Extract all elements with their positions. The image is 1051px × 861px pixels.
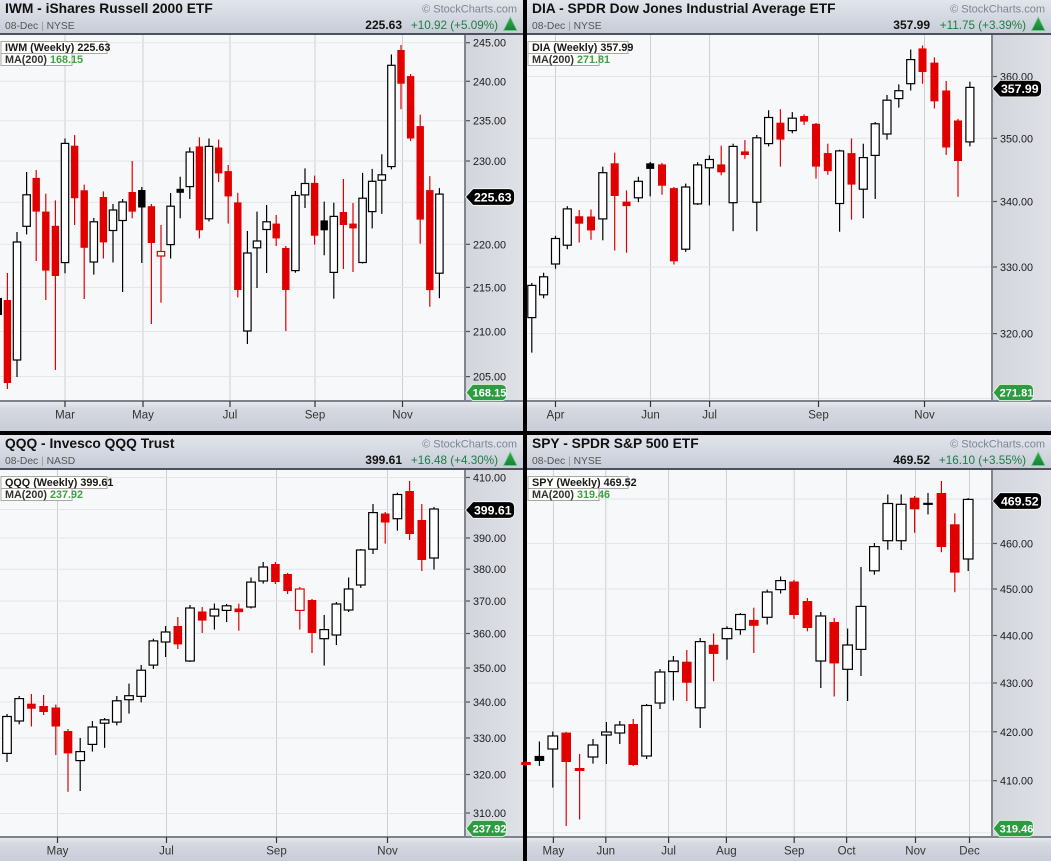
svg-text:360.00: 360.00 — [473, 629, 506, 641]
svg-text:225.63: 225.63 — [365, 18, 402, 32]
svg-text:390.00: 390.00 — [473, 533, 506, 545]
svg-text:210.00: 210.00 — [473, 327, 506, 339]
svg-text:235.00: 235.00 — [473, 116, 506, 128]
svg-text:Jul: Jul — [702, 410, 717, 422]
svg-text:Nov: Nov — [914, 410, 935, 422]
svg-text:245.00: 245.00 — [473, 38, 506, 50]
svg-text:469.52: 469.52 — [1001, 494, 1039, 508]
svg-text:DIA (Weekly) 357.99: DIA (Weekly) 357.99 — [532, 42, 633, 54]
svg-text:205.00: 205.00 — [473, 372, 506, 384]
svg-text:230.00: 230.00 — [473, 156, 506, 168]
svg-text:Nov: Nov — [377, 846, 398, 858]
svg-text:340.00: 340.00 — [1000, 197, 1033, 209]
svg-text:Apr: Apr — [547, 410, 565, 422]
svg-text:357.99: 357.99 — [1001, 82, 1039, 96]
svg-text:May: May — [47, 846, 69, 858]
svg-text:Dec: Dec — [959, 846, 980, 858]
svg-text:QQQ (Weekly) 399.61: QQQ (Weekly) 399.61 — [5, 477, 113, 489]
svg-text:350.00: 350.00 — [1000, 133, 1033, 145]
svg-text:215.00: 215.00 — [473, 282, 506, 294]
svg-text:May: May — [132, 410, 154, 422]
svg-text:Sep: Sep — [784, 846, 804, 858]
svg-text:Mar: Mar — [55, 410, 75, 422]
svg-text:460.00: 460.00 — [1000, 539, 1033, 551]
svg-text:+16.48 (+4.30%): +16.48 (+4.30%) — [411, 454, 498, 467]
svg-text:399.61: 399.61 — [474, 503, 512, 517]
svg-text:380.00: 380.00 — [473, 564, 506, 576]
svg-text:MA(200) 168.15: MA(200) 168.15 — [5, 54, 83, 66]
svg-text:220.00: 220.00 — [473, 239, 506, 251]
svg-text:350.00: 350.00 — [473, 663, 506, 675]
svg-text:357.99: 357.99 — [893, 18, 930, 32]
svg-text:Jun: Jun — [597, 846, 616, 858]
svg-text:08-Dec | NYSE: 08-Dec | NYSE — [532, 456, 602, 467]
svg-text:320.00: 320.00 — [473, 770, 506, 782]
svg-text:Nov: Nov — [905, 846, 926, 858]
svg-text:IWM - iShares Russell 2000 ETF: IWM - iShares Russell 2000 ETF — [5, 1, 213, 16]
svg-text:© StockCharts.com: © StockCharts.com — [950, 4, 1045, 16]
svg-text:168.15: 168.15 — [473, 387, 507, 399]
svg-text:330.00: 330.00 — [1000, 262, 1033, 274]
svg-text:MA(200) 319.46: MA(200) 319.46 — [532, 489, 610, 501]
svg-text:May: May — [543, 846, 565, 858]
svg-text:271.81: 271.81 — [1000, 387, 1034, 399]
svg-text:420.00: 420.00 — [1000, 727, 1033, 739]
svg-text:399.61: 399.61 — [365, 453, 402, 467]
svg-text:410.00: 410.00 — [1000, 776, 1033, 788]
svg-text:370.00: 370.00 — [473, 596, 506, 608]
svg-text:320.00: 320.00 — [1000, 329, 1033, 341]
svg-text:440.00: 440.00 — [1000, 631, 1033, 643]
svg-text:330.00: 330.00 — [473, 733, 506, 745]
svg-text:225.63: 225.63 — [474, 190, 512, 204]
svg-text:IWM (Weekly) 225.63: IWM (Weekly) 225.63 — [5, 42, 110, 54]
svg-text:08-Dec | NYSE: 08-Dec | NYSE — [532, 21, 602, 32]
svg-text:SPY - SPDR S&P 500 ETF: SPY - SPDR S&P 500 ETF — [532, 436, 699, 451]
svg-text:© StockCharts.com: © StockCharts.com — [422, 439, 517, 451]
svg-text:Jul: Jul — [159, 846, 174, 858]
svg-text:08-Dec | NASD: 08-Dec | NASD — [5, 456, 75, 467]
svg-text:MA(200) 237.92: MA(200) 237.92 — [5, 489, 83, 501]
svg-text:+11.75 (+3.39%): +11.75 (+3.39%) — [940, 19, 1026, 32]
svg-text:410.00: 410.00 — [473, 473, 506, 485]
svg-text:450.00: 450.00 — [1000, 584, 1033, 596]
svg-text:Sep: Sep — [808, 410, 828, 422]
svg-text:MA(200) 271.81: MA(200) 271.81 — [532, 54, 610, 66]
svg-text:Jun: Jun — [641, 410, 660, 422]
svg-text:08-Dec | NYSE: 08-Dec | NYSE — [5, 21, 75, 32]
svg-text:Oct: Oct — [838, 846, 857, 858]
svg-text:Sep: Sep — [266, 846, 286, 858]
svg-text:© StockCharts.com: © StockCharts.com — [422, 4, 517, 16]
svg-text:+16.10 (+3.55%): +16.10 (+3.55%) — [939, 454, 1026, 467]
svg-text:237.92: 237.92 — [473, 823, 507, 835]
svg-text:Jul: Jul — [223, 410, 238, 422]
svg-text:DIA - SPDR Dow Jones Industria: DIA - SPDR Dow Jones Industrial Average … — [532, 1, 836, 16]
svg-text:Sep: Sep — [305, 410, 325, 422]
svg-text:310.00: 310.00 — [473, 808, 506, 820]
svg-text:Nov: Nov — [392, 410, 413, 422]
svg-text:Aug: Aug — [716, 846, 736, 858]
svg-text:SPY (Weekly) 469.52: SPY (Weekly) 469.52 — [532, 477, 637, 489]
svg-text:+10.92 (+5.09%): +10.92 (+5.09%) — [411, 19, 498, 32]
svg-text:Jul: Jul — [661, 846, 676, 858]
svg-text:319.46: 319.46 — [1000, 823, 1034, 835]
svg-text:QQQ - Invesco QQQ Trust: QQQ - Invesco QQQ Trust — [5, 436, 175, 451]
svg-text:340.00: 340.00 — [473, 697, 506, 709]
svg-text:© StockCharts.com: © StockCharts.com — [950, 439, 1045, 451]
svg-text:430.00: 430.00 — [1000, 678, 1033, 690]
svg-text:469.52: 469.52 — [893, 453, 930, 467]
svg-text:240.00: 240.00 — [473, 76, 506, 88]
